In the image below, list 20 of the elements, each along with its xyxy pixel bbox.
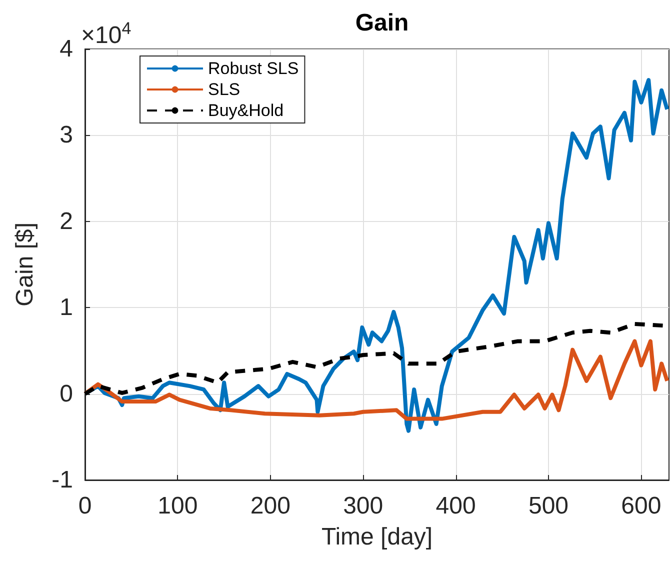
line-series xyxy=(83,339,670,421)
y-tick-label: 0 xyxy=(60,380,73,408)
y-tick-label: 2 xyxy=(60,208,73,235)
x-tick-label: 0 xyxy=(78,492,92,520)
y-tick-label: -1 xyxy=(52,466,73,494)
y-tick-label: 4 xyxy=(60,36,73,62)
chart-title: Gain xyxy=(355,10,409,36)
x-tick-label: 500 xyxy=(528,492,569,520)
x-tick-label: 300 xyxy=(343,492,384,520)
legend-label: Robust SLS xyxy=(208,59,299,78)
x-tick-label: 200 xyxy=(250,492,290,520)
x-tick-label: 600 xyxy=(621,492,662,520)
y-tick-label: 1 xyxy=(60,294,73,322)
y-tick-label: 3 xyxy=(60,122,73,149)
legend-label: SLS xyxy=(208,80,240,99)
legend-label: Buy&Hold xyxy=(208,101,284,120)
x-axis-title: Time [day] xyxy=(321,524,433,550)
x-tick-label: 100 xyxy=(158,492,198,520)
x-tick-label: 400 xyxy=(436,492,476,520)
y-axis-title: Gain [$] xyxy=(12,222,38,307)
